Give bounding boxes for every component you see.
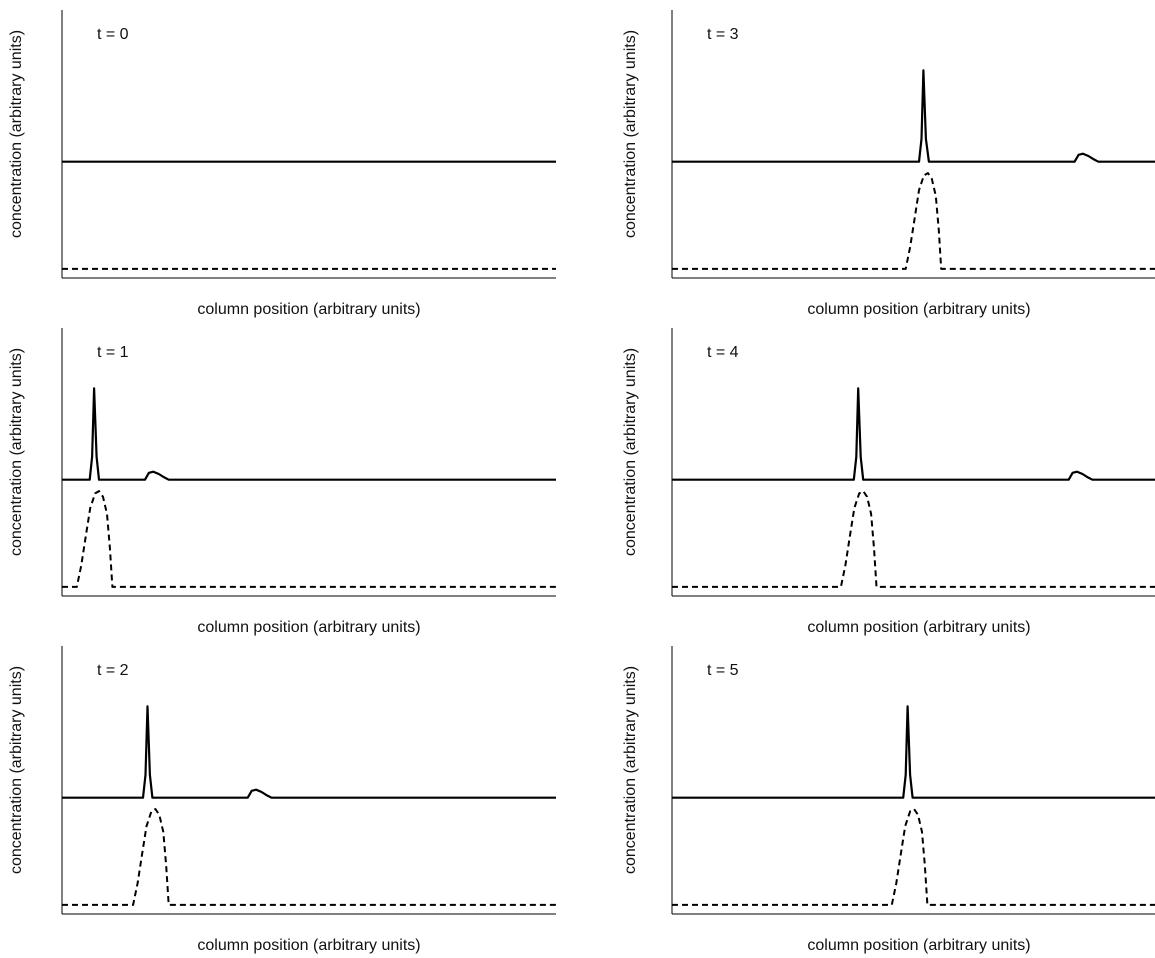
panel-t0: t = 0 column position (arbitrary units) co… (8, 10, 556, 318)
y-axis-label: concentration (arbitrary units) (8, 666, 25, 874)
panel-t5: t = 5 column position (arbitrary units) co… (622, 646, 1155, 954)
dashed-series-line (672, 490, 1155, 588)
solid-series-line (62, 387, 556, 481)
panel-title: t = 4 (707, 344, 739, 361)
x-axis-label: column position (arbitrary units) (197, 937, 420, 954)
panel-title: t = 0 (97, 26, 129, 43)
x-axis-label: column position (arbitrary units) (197, 619, 420, 636)
panel-t4: t = 2 column position (arbitrary units) co… (8, 646, 556, 954)
dashed-series-line (62, 490, 556, 588)
solid-series-line (62, 705, 556, 799)
y-axis-label: concentration (arbitrary units) (8, 30, 25, 238)
y-axis-label: concentration (arbitrary units) (622, 348, 639, 556)
y-axis-label: concentration (arbitrary units) (8, 348, 25, 556)
panel-title: t = 2 (97, 662, 129, 679)
panel-title: t = 1 (97, 344, 129, 361)
panel-t2: t = 1 column position (arbitrary units) co… (8, 328, 556, 636)
x-axis-label: column position (arbitrary units) (807, 619, 1030, 636)
solid-series-line (672, 387, 1155, 481)
solid-series-line (672, 705, 1155, 799)
x-axis-label: column position (arbitrary units) (807, 301, 1030, 318)
x-axis-label: column position (arbitrary units) (197, 301, 420, 318)
dashed-series-line (672, 808, 1155, 906)
panel-t1: t = 3 column position (arbitrary units) co… (622, 10, 1155, 318)
panel-t3: t = 4 column position (arbitrary units) co… (622, 328, 1155, 636)
y-axis-label: concentration (arbitrary units) (622, 666, 639, 874)
panel-title: t = 5 (707, 662, 739, 679)
y-axis-label: concentration (arbitrary units) (622, 30, 639, 238)
dashed-series-line (672, 172, 1155, 270)
x-axis-label: column position (arbitrary units) (807, 937, 1030, 954)
dashed-series-line (62, 808, 556, 906)
solid-series-line (672, 69, 1155, 163)
panel-title: t = 3 (707, 26, 739, 43)
